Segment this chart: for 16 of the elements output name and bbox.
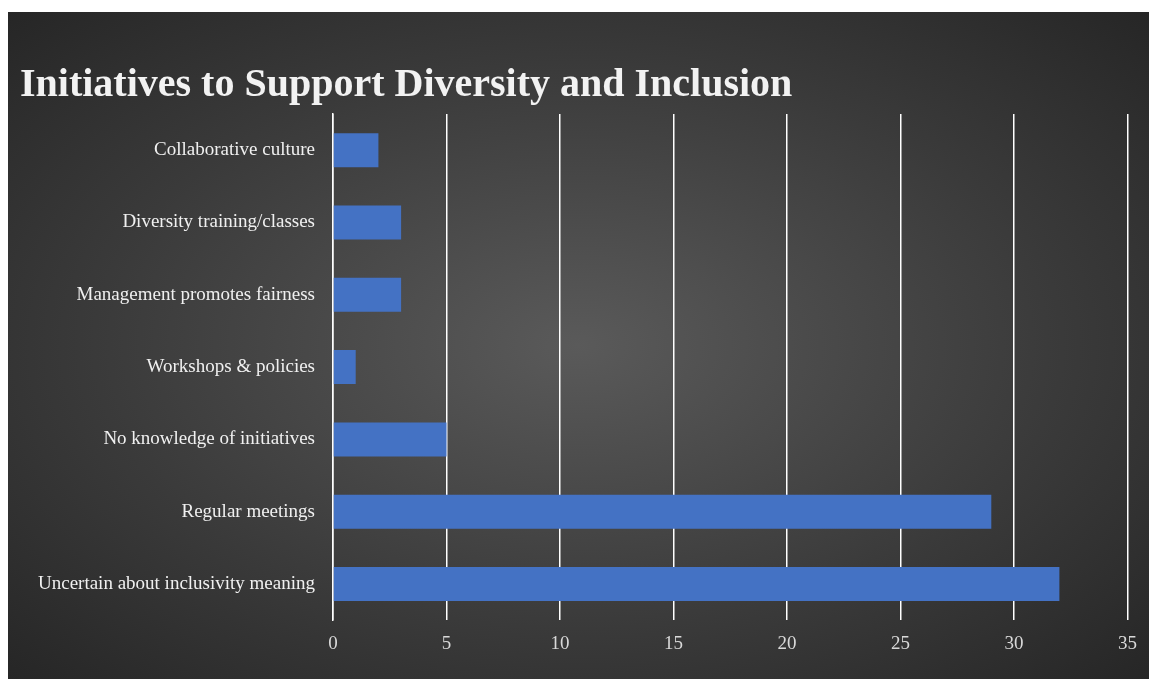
- x-tick-label: 25: [891, 631, 910, 653]
- y-tick-label: No knowledge of initiatives: [103, 427, 316, 449]
- x-tick-label: 0: [328, 631, 338, 653]
- y-tick-label: Diversity training/classes: [122, 210, 316, 232]
- y-tick-label: Management promotes fairness: [76, 282, 316, 304]
- x-tick-label: 20: [777, 631, 797, 653]
- y-tick-label: Collaborative culture: [154, 138, 316, 160]
- chart-title: Initiatives to Support Diversity and Inclusion: [20, 60, 793, 106]
- y-tick-label: Workshops & policies: [146, 355, 316, 377]
- y-tick-label: Uncertain about inclusivity meaning: [38, 572, 316, 594]
- x-tick-label: 35: [1118, 631, 1137, 653]
- y-tick-label: Regular meetings: [181, 499, 316, 521]
- x-tick-label: 10: [550, 631, 570, 653]
- x-tick-label: 30: [1004, 631, 1024, 653]
- x-tick-label: 15: [664, 631, 684, 653]
- x-tick-label: 5: [441, 631, 452, 653]
